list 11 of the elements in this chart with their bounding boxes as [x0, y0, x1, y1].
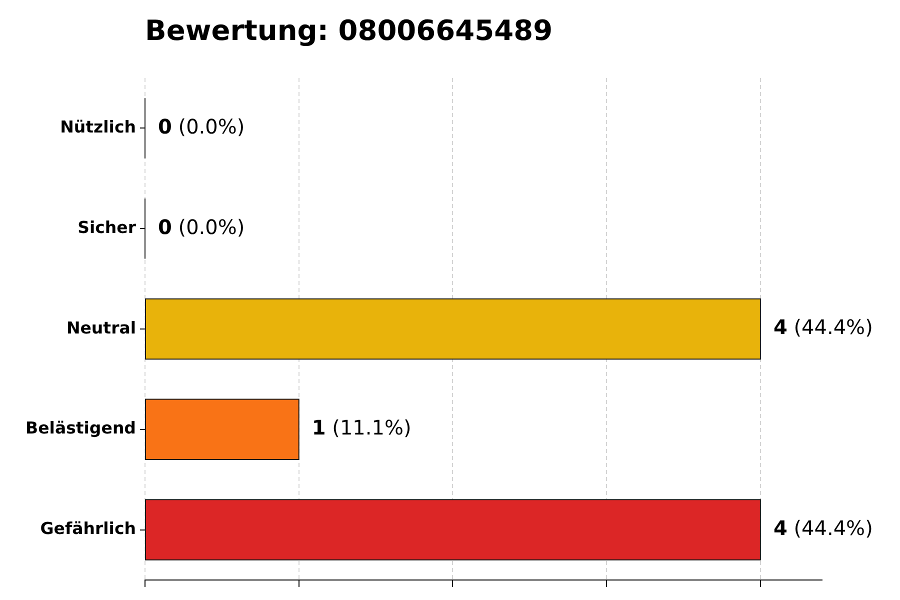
chart-title: Bewertung: 08006645489 — [145, 14, 553, 47]
y-tick-label: Sicher — [78, 218, 137, 237]
data-label: 0 (0.0%) — [158, 114, 245, 138]
data-label: 4 (44.4%) — [773, 516, 873, 540]
y-tick-label: Belästigend — [26, 418, 136, 438]
y-tick-label: Gefährlich — [40, 519, 136, 538]
data-label: 4 (44.4%) — [773, 315, 873, 340]
y-tick-label: Neutral — [66, 318, 136, 338]
data-label: 1 (11.1%) — [312, 416, 412, 440]
y-tick-label: Nützlich — [60, 117, 136, 136]
data-label: 0 (0.0%) — [158, 214, 245, 239]
